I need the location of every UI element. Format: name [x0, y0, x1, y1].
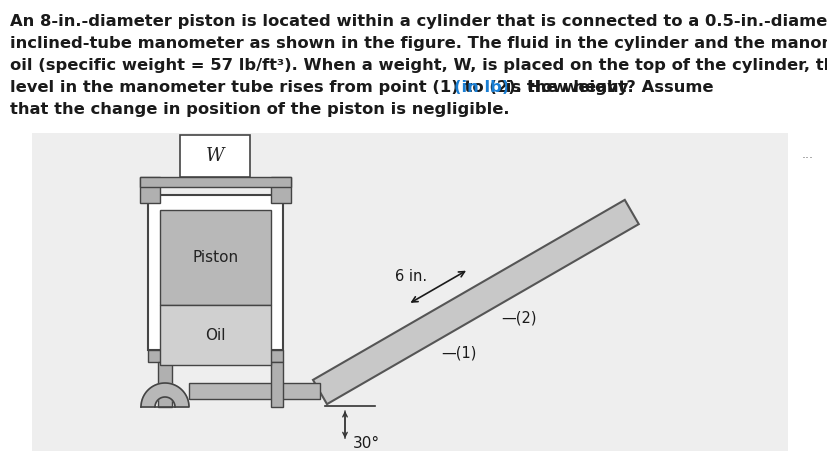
Text: Piston: Piston	[192, 250, 238, 265]
Text: —(1): —(1)	[441, 345, 476, 360]
Polygon shape	[141, 383, 189, 407]
Text: that the change in position of the piston is negligible.: that the change in position of the pisto…	[10, 102, 509, 117]
Bar	[140, 177, 290, 187]
Bar	[270, 177, 290, 203]
Bar	[148, 350, 283, 362]
Text: Oil: Oil	[205, 328, 226, 342]
Text: (in lb): (in lb)	[453, 80, 509, 95]
Bar	[140, 177, 160, 203]
Text: ...: ...	[801, 148, 813, 161]
Bar	[148, 195, 283, 350]
Text: —(2): —(2)	[501, 310, 537, 325]
Text: An 8-in.-diameter piston is located within a cylinder that is connected to a 0.5: An 8-in.-diameter piston is located with…	[10, 14, 827, 29]
Bar	[158, 362, 172, 407]
Bar	[270, 362, 283, 407]
Text: oil (specific weight = 57 lb/ft³). When a weight, W, is placed on the top of the: oil (specific weight = 57 lb/ft³). When …	[10, 58, 827, 73]
Bar	[160, 305, 270, 365]
Text: level in the manometer tube rises from point (1) to (2). How heavy: level in the manometer tube rises from p…	[10, 80, 633, 95]
Polygon shape	[313, 200, 638, 404]
Text: is the weight? Assume: is the weight? Assume	[500, 80, 713, 95]
Text: 30°: 30°	[352, 436, 380, 451]
Bar	[160, 210, 270, 305]
Bar	[32, 133, 787, 451]
Text: W: W	[206, 147, 224, 165]
Text: inclined-tube manometer as shown in the figure. The fluid in the cylinder and th: inclined-tube manometer as shown in the …	[10, 36, 827, 51]
Text: 6 in.: 6 in.	[394, 269, 427, 284]
Bar	[189, 383, 319, 399]
Bar	[180, 135, 251, 177]
